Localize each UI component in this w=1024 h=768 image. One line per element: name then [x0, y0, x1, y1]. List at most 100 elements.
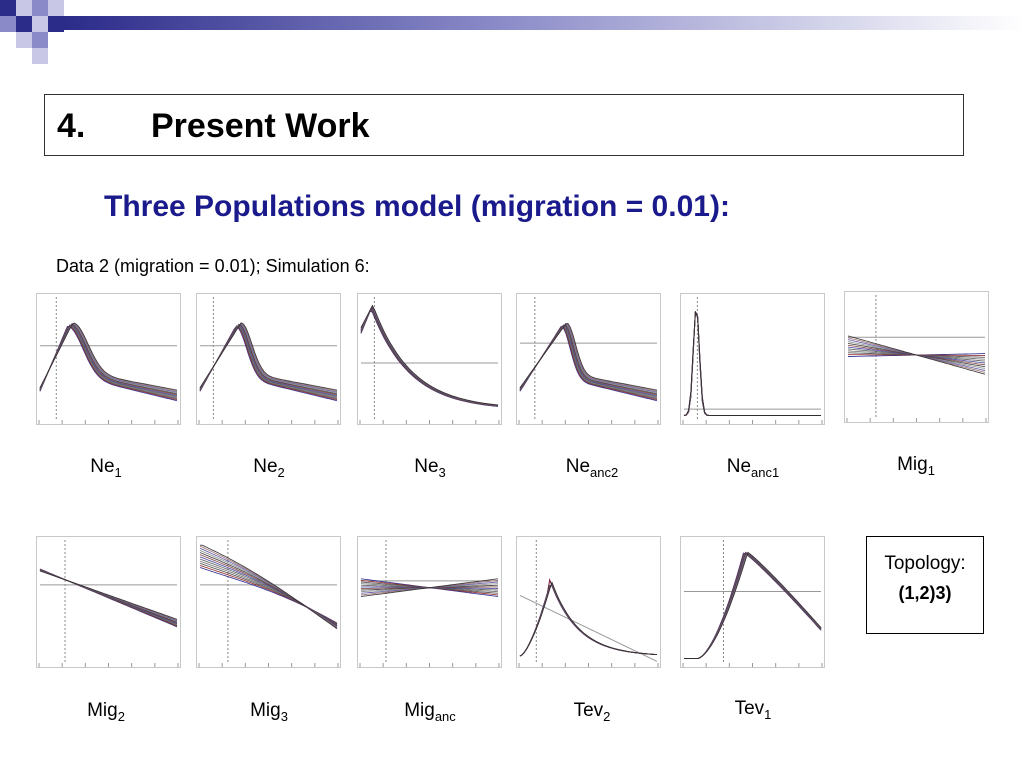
header-gradient-bar	[64, 16, 1024, 30]
plot-label-subscript: 2	[117, 708, 125, 724]
plot-frame	[680, 293, 825, 425]
posterior-curve	[519, 324, 658, 397]
deco-square	[16, 32, 32, 48]
topology-box: Topology: (1,2)3)	[866, 536, 984, 634]
deco-square	[16, 0, 32, 16]
plot-frame	[36, 536, 181, 668]
posterior-curve	[683, 311, 821, 416]
posterior-curve	[519, 322, 658, 391]
plot-label-base: Ne	[414, 456, 439, 477]
plot-panel-5	[680, 293, 825, 425]
plot-label-base: Mig	[897, 454, 928, 475]
posterior-curve	[519, 581, 658, 657]
deco-square	[0, 0, 16, 16]
posterior-curve	[360, 304, 499, 406]
posterior-curve	[519, 582, 658, 657]
section-title-box: 4. Present Work	[44, 94, 964, 156]
plot-panel-7	[36, 536, 181, 668]
plot-label-subscript: 1	[927, 462, 935, 478]
section-number: 4.	[57, 107, 86, 145]
posterior-curve	[519, 582, 658, 657]
deco-square	[16, 16, 32, 32]
posterior-curve	[39, 324, 178, 396]
topology-label: Topology:	[884, 553, 966, 574]
posterior-curve	[683, 311, 821, 416]
plot-label: Neanc1	[693, 456, 813, 480]
plot-label-base: Ne	[90, 456, 115, 477]
posterior-curve	[683, 311, 821, 416]
posterior-curve	[199, 556, 338, 626]
plot-label-subscript: anc	[434, 708, 456, 724]
plot-label-base: Mig	[404, 700, 435, 721]
section-title: Present Work	[151, 107, 370, 145]
posterior-curve	[199, 323, 338, 396]
plot-label: Neanc2	[532, 456, 652, 480]
posterior-curve	[519, 584, 658, 657]
deco-square	[32, 16, 48, 32]
posterior-curve	[200, 544, 338, 630]
plot-frame	[844, 291, 989, 423]
reference-hline	[519, 594, 658, 662]
plot-frame	[680, 536, 825, 668]
plot-label-base: Ne	[565, 456, 591, 477]
posterior-curve	[519, 582, 658, 657]
plot-label-subscript: 1	[114, 464, 122, 480]
plot-label-subscript: 3	[438, 464, 446, 480]
plot-label: Ne3	[370, 456, 490, 480]
plot-label: Tev2	[532, 700, 652, 724]
plot-panel-9	[357, 536, 502, 668]
plot-frame	[516, 293, 661, 425]
posterior-curve	[360, 306, 499, 407]
posterior-curve	[360, 578, 499, 597]
posterior-curve	[39, 570, 178, 620]
plot-label-base: Tev	[573, 700, 604, 721]
posterior-curve	[519, 584, 658, 657]
posterior-curve	[683, 311, 821, 416]
plot-panel-10	[516, 536, 661, 668]
posterior-curve	[683, 311, 821, 416]
posterior-curve	[360, 304, 499, 406]
deco-square	[32, 0, 48, 16]
plot-panel-2	[196, 293, 341, 425]
plot-panel-8	[196, 536, 341, 668]
posterior-curve	[39, 322, 178, 391]
plot-label-base: Ne	[726, 456, 752, 477]
plot-label-subscript: 2	[277, 464, 285, 480]
topology-value: (1,2)3)	[898, 583, 952, 603]
posterior-curve	[519, 581, 658, 657]
plot-label-subscript: 3	[280, 708, 288, 724]
posterior-curve	[519, 583, 658, 657]
posterior-curve	[360, 307, 499, 407]
plot-label-subscript: 1	[764, 706, 772, 722]
plot-frame	[516, 536, 661, 668]
posterior-curve	[519, 584, 658, 657]
plot-frame	[196, 536, 341, 668]
plot-label-base: Mig	[250, 700, 281, 721]
posterior-curve	[199, 567, 338, 624]
plot-panel-4	[516, 293, 661, 425]
plot-frame	[357, 293, 502, 425]
plot-panel-11	[680, 536, 825, 668]
plot-frame	[36, 293, 181, 425]
plot-label-base: Tev	[734, 698, 765, 719]
posterior-curve	[683, 311, 821, 416]
plot-panel-1	[36, 293, 181, 425]
plot-label: Tev1	[693, 698, 813, 722]
plot-panel-3	[357, 293, 502, 425]
plot-label: Mig1	[856, 454, 976, 478]
plot-label: Ne2	[209, 456, 329, 480]
posterior-curve	[683, 311, 821, 416]
plot-frame	[196, 293, 341, 425]
posterior-curve	[684, 552, 822, 659]
posterior-curve	[199, 322, 338, 391]
slide-subtitle: Three Populations model (migration = 0.0…	[104, 190, 730, 223]
plot-label: Mig3	[209, 700, 329, 724]
plot-label: Ne1	[46, 456, 166, 480]
posterior-curve	[847, 335, 986, 375]
deco-square	[48, 16, 64, 32]
posterior-curve	[360, 309, 499, 407]
posterior-curve	[683, 311, 821, 416]
deco-square	[0, 16, 16, 32]
slide-caption: Data 2 (migration = 0.01); Simulation 6:	[56, 256, 370, 276]
plot-label-base: Ne	[253, 456, 278, 477]
